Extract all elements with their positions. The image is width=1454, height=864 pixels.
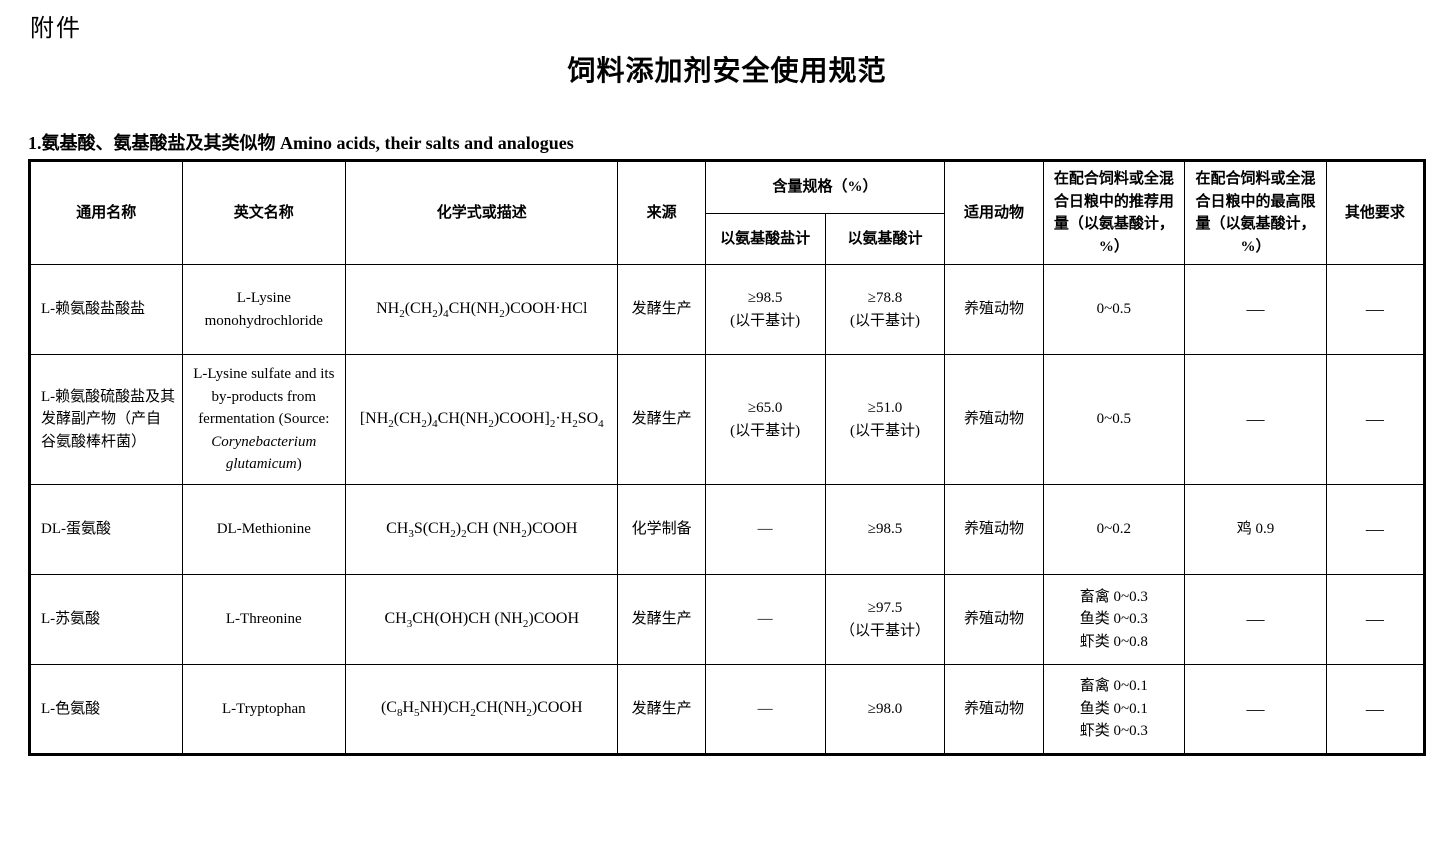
table-row: L-色氨酸L-Tryptophan(C8H5NH)CH2CH(NH2)COOH发… [30, 665, 1425, 755]
cell: 发酵生产 [618, 265, 705, 355]
amino-acids-table: 通用名称 英文名称 化学式或描述 来源 含量规格（%） 适用动物 在配合饲料或全… [28, 159, 1426, 756]
cell: 鸡 0.9 [1185, 485, 1327, 575]
cell: — [1326, 485, 1424, 575]
cell: 养殖动物 [945, 575, 1043, 665]
cell: NH2(CH2)4CH(NH2)COOH·HCl [346, 265, 618, 355]
table-row: L-赖氨酸硫酸盐及其发酵副产物（产自谷氨酸棒杆菌）L-Lysine sulfat… [30, 355, 1425, 485]
cell: L-苏氨酸 [30, 575, 183, 665]
cell: ≥65.0 (以干基计) [705, 355, 825, 485]
cell: ≥51.0 (以干基计) [825, 355, 945, 485]
table-row: DL-蛋氨酸DL-MethionineCH3S(CH2)2CH (NH2)COO… [30, 485, 1425, 575]
cell: — [1185, 665, 1327, 755]
cell: 养殖动物 [945, 665, 1043, 755]
cell: CH3S(CH2)2CH (NH2)COOH [346, 485, 618, 575]
cell: 0~0.5 [1043, 355, 1185, 485]
cell: L-色氨酸 [30, 665, 183, 755]
cell: (C8H5NH)CH2CH(NH2)COOH [346, 665, 618, 755]
cell: 0~0.5 [1043, 265, 1185, 355]
cell: ≥98.5 (以干基计) [705, 265, 825, 355]
attachment-label: 附件 [30, 8, 1426, 43]
cell: — [1326, 265, 1424, 355]
col-spec-salt: 以氨基酸盐计 [705, 213, 825, 264]
col-animals: 适用动物 [945, 161, 1043, 265]
cell: L-Threonine [182, 575, 345, 665]
col-other: 其他要求 [1326, 161, 1424, 265]
col-source: 来源 [618, 161, 705, 265]
cell: ≥97.5 （以干基计） [825, 575, 945, 665]
cell: 发酵生产 [618, 665, 705, 755]
section-heading: 1.氨基酸、氨基酸盐及其类似物 Amino acids, their salts… [28, 129, 1426, 155]
document-page: 附件 饲料添加剂安全使用规范 1.氨基酸、氨基酸盐及其类似物 Amino aci… [0, 0, 1454, 776]
col-formula: 化学式或描述 [346, 161, 618, 265]
table-head: 通用名称 英文名称 化学式或描述 来源 含量规格（%） 适用动物 在配合饲料或全… [30, 161, 1425, 265]
cell: — [1185, 265, 1327, 355]
col-recommended: 在配合饲料或全混合日粮中的推荐用量（以氨基酸计，%） [1043, 161, 1185, 265]
cell: — [705, 485, 825, 575]
cell: 养殖动物 [945, 485, 1043, 575]
col-spec-acid: 以氨基酸计 [825, 213, 945, 264]
page-title: 饲料添加剂安全使用规范 [28, 49, 1426, 89]
cell: L-Tryptophan [182, 665, 345, 755]
cell: L-赖氨酸盐酸盐 [30, 265, 183, 355]
cell: — [705, 665, 825, 755]
cell: — [705, 575, 825, 665]
cell: 养殖动物 [945, 265, 1043, 355]
cell: 发酵生产 [618, 575, 705, 665]
cell: — [1326, 575, 1424, 665]
table-row: L-赖氨酸盐酸盐L-Lysine monohydrochlorideNH2(CH… [30, 265, 1425, 355]
cell: 畜禽 0~0.1 鱼类 0~0.1 虾类 0~0.3 [1043, 665, 1185, 755]
cell: DL-Methionine [182, 485, 345, 575]
cell: — [1185, 355, 1327, 485]
cell: 畜禽 0~0.3 鱼类 0~0.3 虾类 0~0.8 [1043, 575, 1185, 665]
col-common-name: 通用名称 [30, 161, 183, 265]
cell: L-Lysine sulfate and its by-products fro… [182, 355, 345, 485]
cell: 化学制备 [618, 485, 705, 575]
cell: L-Lysine monohydrochloride [182, 265, 345, 355]
col-max-limit: 在配合饲料或全混合日粮中的最高限量（以氨基酸计，%） [1185, 161, 1327, 265]
cell: [NH2(CH2)4CH(NH2)COOH]2·H2SO4 [346, 355, 618, 485]
col-spec-group: 含量规格（%） [705, 161, 945, 214]
cell: L-赖氨酸硫酸盐及其发酵副产物（产自谷氨酸棒杆菌） [30, 355, 183, 485]
cell: — [1326, 355, 1424, 485]
cell: 养殖动物 [945, 355, 1043, 485]
cell: DL-蛋氨酸 [30, 485, 183, 575]
cell: — [1185, 575, 1327, 665]
col-english-name: 英文名称 [182, 161, 345, 265]
cell: ≥98.5 [825, 485, 945, 575]
cell: CH3CH(OH)CH (NH2)COOH [346, 575, 618, 665]
table-body: L-赖氨酸盐酸盐L-Lysine monohydrochlorideNH2(CH… [30, 265, 1425, 755]
cell: 0~0.2 [1043, 485, 1185, 575]
cell: — [1326, 665, 1424, 755]
table-row: L-苏氨酸L-ThreonineCH3CH(OH)CH (NH2)COOH发酵生… [30, 575, 1425, 665]
cell: ≥98.0 [825, 665, 945, 755]
cell: ≥78.8 (以干基计) [825, 265, 945, 355]
cell: 发酵生产 [618, 355, 705, 485]
